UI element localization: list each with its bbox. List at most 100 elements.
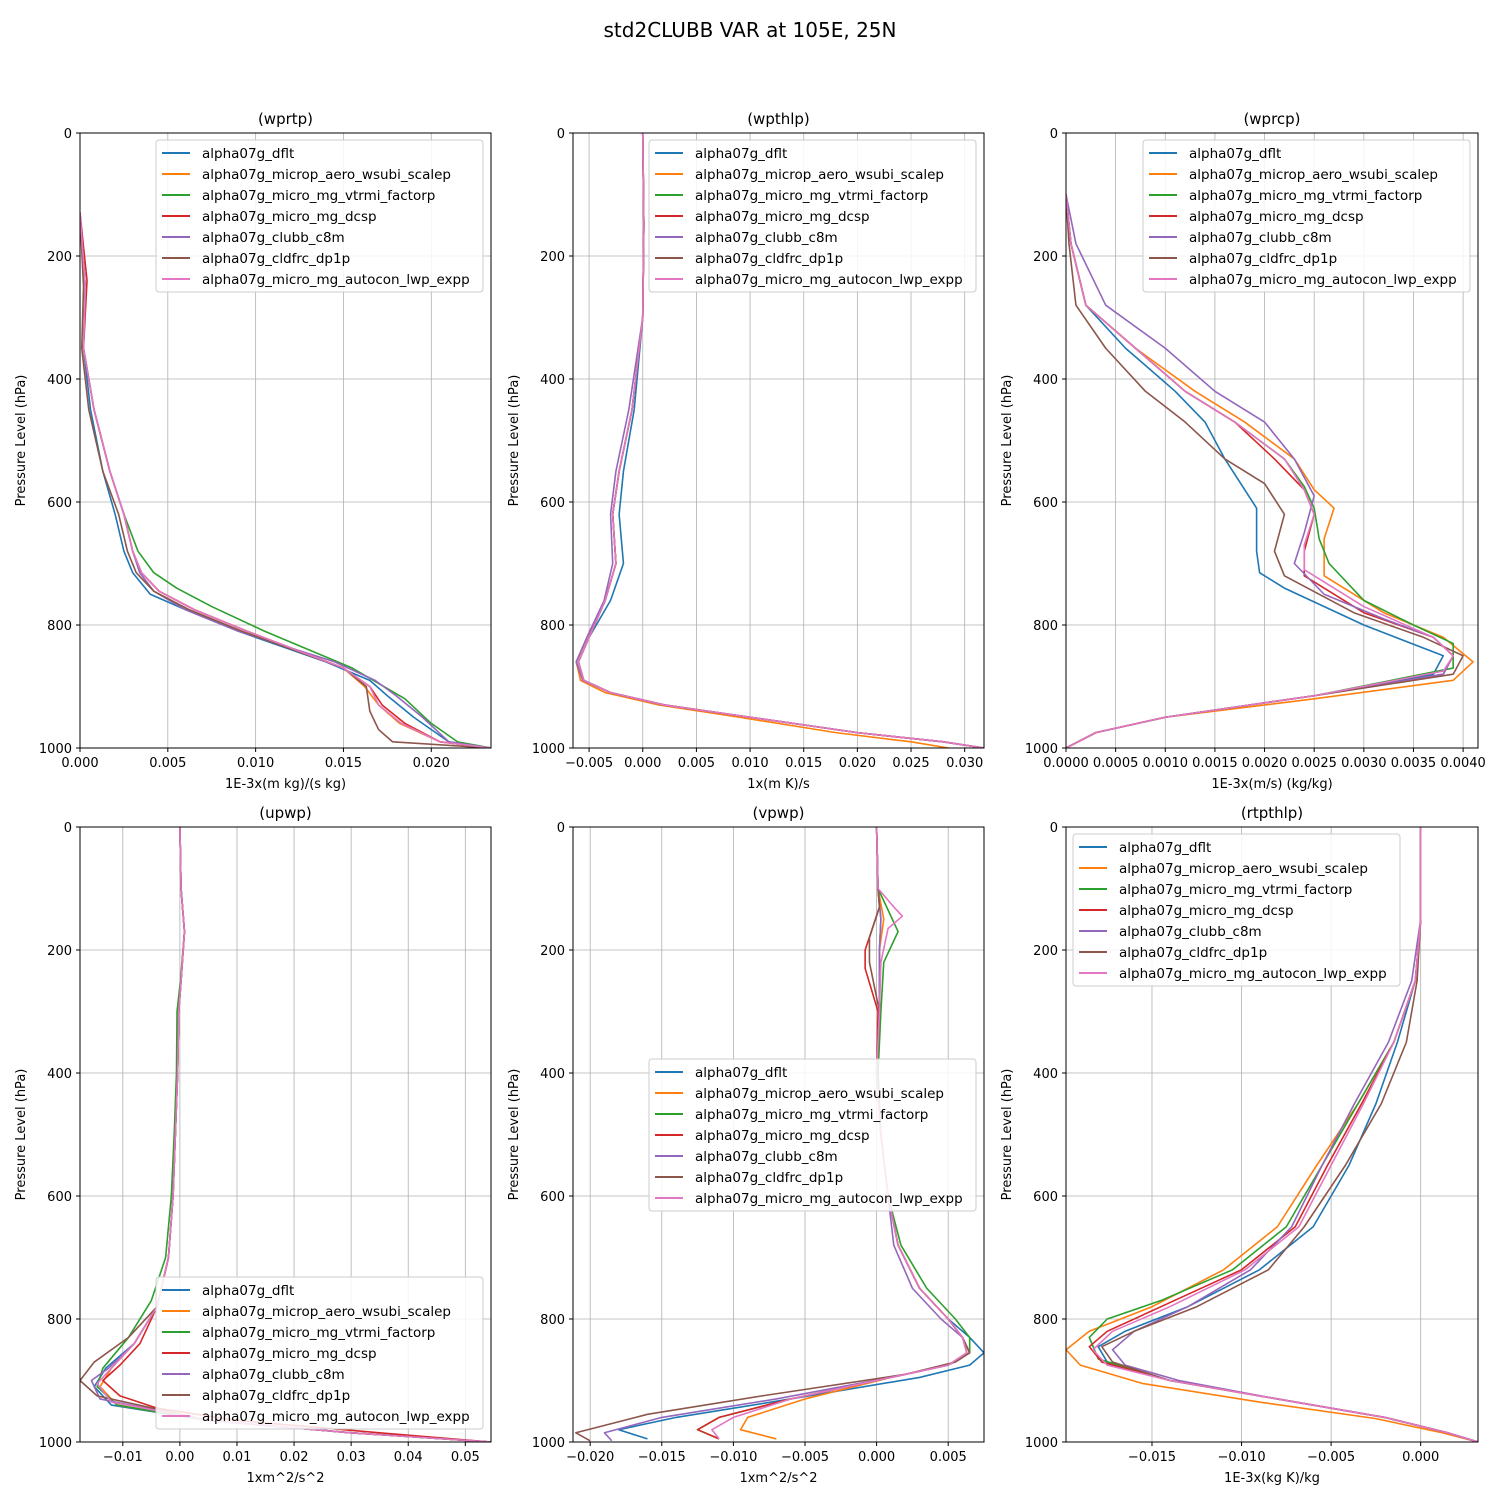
x-tick-label: 0.02 xyxy=(280,1450,309,1465)
legend-box xyxy=(648,1058,977,1212)
legend-box xyxy=(155,139,484,293)
y-tick-label: 400 xyxy=(540,1067,565,1082)
legend-label: alpha07g_micro_mg_dcsp xyxy=(1119,903,1294,919)
legend-label: alpha07g_clubb_c8m xyxy=(202,1367,345,1383)
y-tick-label: 600 xyxy=(47,1190,72,1205)
series-group xyxy=(575,827,984,1442)
y-tick-label: 600 xyxy=(1033,496,1058,511)
x-tick-label: −0.005 xyxy=(565,756,613,771)
y-tick-label: 0 xyxy=(557,127,565,142)
subplot-title: (upwp) xyxy=(259,804,312,822)
subplot-title: (wpthlp) xyxy=(747,110,810,128)
y-tick-label: 400 xyxy=(1033,1067,1058,1082)
x-axis-label: 1x(m K)/s xyxy=(747,777,810,792)
x-tick-label: 0.025 xyxy=(892,756,929,771)
legend-label: alpha07g_micro_mg_autocon_lwp_expp xyxy=(695,1191,963,1207)
legend-label: alpha07g_clubb_c8m xyxy=(695,1149,838,1165)
legend-label: alpha07g_cldfrc_dp1p xyxy=(695,1170,843,1186)
y-tick-label: 200 xyxy=(47,944,72,959)
legend-label: alpha07g_micro_mg_autocon_lwp_expp xyxy=(1119,966,1387,982)
y-axis-label: Pressure Level (hPa) xyxy=(1000,1069,1015,1201)
y-tick-label: 600 xyxy=(540,496,565,511)
legend-box xyxy=(155,1276,484,1430)
x-tick-label: 0.0030 xyxy=(1341,756,1387,771)
y-tick-label: 1000 xyxy=(39,742,72,757)
y-tick-label: 400 xyxy=(47,373,72,388)
legend-label: alpha07g_microp_aero_wsubi_scalep xyxy=(1119,861,1368,877)
y-tick-label: 0 xyxy=(64,821,72,836)
legend-label: alpha07g_dflt xyxy=(1119,840,1211,856)
x-tick-label: 0.0040 xyxy=(1440,756,1486,771)
axes-frame xyxy=(79,826,492,1443)
subplot-title: (wprcp) xyxy=(1243,110,1300,128)
x-tick-label: 0.04 xyxy=(394,1450,423,1465)
legend-label: alpha07g_clubb_c8m xyxy=(695,230,838,246)
legend: alpha07g_dflt alpha07g_microp_aero_wsubi_… xyxy=(155,1276,484,1430)
legend-label: alpha07g_micro_mg_autocon_lwp_expp xyxy=(202,272,470,288)
legend-label: alpha07g_dflt xyxy=(202,146,294,162)
series-line-alpha07g_micro_mg_autocon_lwp_expp xyxy=(96,827,491,1442)
axes-frame xyxy=(79,132,492,749)
legend-label: alpha07g_dflt xyxy=(202,1283,294,1299)
legend: alpha07g_dflt alpha07g_microp_aero_wsubi_… xyxy=(155,139,484,293)
axes-frame xyxy=(1065,826,1479,1443)
x-tick-label: 0.010 xyxy=(237,756,274,771)
subplot-title: (wprtp) xyxy=(258,110,313,128)
x-tick-label: −0.01 xyxy=(103,1450,143,1465)
y-tick-label: 400 xyxy=(1033,373,1058,388)
y-tick-label: 1000 xyxy=(532,1436,565,1451)
y-tick-label: 0 xyxy=(1050,127,1058,142)
series-line-alpha07g_clubb_c8m xyxy=(603,827,971,1442)
subplot-rtpthlp: −0.015 −0.010 −0.005 0.000 0 200 400 600 800 1000… xyxy=(1000,804,1479,1486)
x-tick-label: 0.000 xyxy=(624,756,661,771)
y-tick-label: 1000 xyxy=(1025,742,1058,757)
x-tick-label: 0.01 xyxy=(223,1450,252,1465)
legend-label: alpha07g_micro_mg_dcsp xyxy=(695,209,870,225)
x-tick-label: −0.015 xyxy=(1128,1450,1176,1465)
x-tick-label: 0.005 xyxy=(149,756,186,771)
x-tick-label: 0.030 xyxy=(946,756,983,771)
series-group xyxy=(1066,194,1474,748)
y-axis-label: Pressure Level (hPa) xyxy=(1000,375,1015,507)
series-line-alpha07g_micro_mg_autocon_lwp_expp xyxy=(1066,194,1454,748)
legend-label: alpha07g_micro_mg_vtrmi_factorp xyxy=(695,1107,928,1123)
x-tick-label: 0.03 xyxy=(337,1450,366,1465)
legend-label: alpha07g_micro_mg_dcsp xyxy=(202,1346,377,1362)
y-axis-label: Pressure Level (hPa) xyxy=(14,1069,29,1201)
subplot-title: (rtpthlp) xyxy=(1241,804,1303,822)
subplot-wpthlp: −0.005 0.000 0.005 0.010 0.015 0.020 0.025 0.03… xyxy=(507,110,985,792)
x-tick-label: 0.0035 xyxy=(1391,756,1437,771)
x-tick-label: −0.010 xyxy=(1217,1450,1265,1465)
x-tick-label: 0.015 xyxy=(785,756,822,771)
series-line-alpha07g_micro_mg_autocon_lwp_expp xyxy=(577,133,984,748)
x-tick-label: 0.0010 xyxy=(1143,756,1189,771)
y-tick-label: 800 xyxy=(540,619,565,634)
legend-label: alpha07g_clubb_c8m xyxy=(1119,924,1262,940)
y-axis-label: Pressure Level (hPa) xyxy=(507,1069,522,1201)
y-tick-label: 1000 xyxy=(39,1436,72,1451)
y-tick-label: 800 xyxy=(540,1313,565,1328)
x-tick-label: 0.010 xyxy=(731,756,768,771)
axes-frame xyxy=(1065,132,1479,749)
legend-label: alpha07g_clubb_c8m xyxy=(1189,230,1332,246)
y-tick-label: 200 xyxy=(540,944,565,959)
series-line-alpha07g_micro_mg_autocon_lwp_expp xyxy=(80,212,491,748)
y-axis-label: Pressure Level (hPa) xyxy=(507,375,522,507)
x-tick-label: 0.000 xyxy=(1402,1450,1439,1465)
x-axis-label: 1E-3x(kg K)/kg xyxy=(1224,1471,1320,1486)
legend-label: alpha07g_cldfrc_dp1p xyxy=(202,251,350,267)
legend-box xyxy=(1142,139,1471,293)
x-tick-label: −0.005 xyxy=(781,1450,829,1465)
legend: alpha07g_dflt alpha07g_microp_aero_wsubi_… xyxy=(1142,139,1471,293)
legend-box xyxy=(1072,833,1401,987)
series-group xyxy=(1066,827,1478,1442)
y-tick-label: 600 xyxy=(1033,1190,1058,1205)
subplot-title: (vpwp) xyxy=(753,804,805,822)
legend-label: alpha07g_cldfrc_dp1p xyxy=(1119,945,1267,961)
y-tick-label: 0 xyxy=(1050,821,1058,836)
legend-label: alpha07g_micro_mg_dcsp xyxy=(202,209,377,225)
y-tick-label: 0 xyxy=(64,127,72,142)
x-axis-label: 1xm^2/s^2 xyxy=(246,1471,324,1486)
subplot-wprcp: 0.0000 0.0005 0.0010 0.0015 0.0020 0.0025 0.00… xyxy=(1000,110,1486,792)
